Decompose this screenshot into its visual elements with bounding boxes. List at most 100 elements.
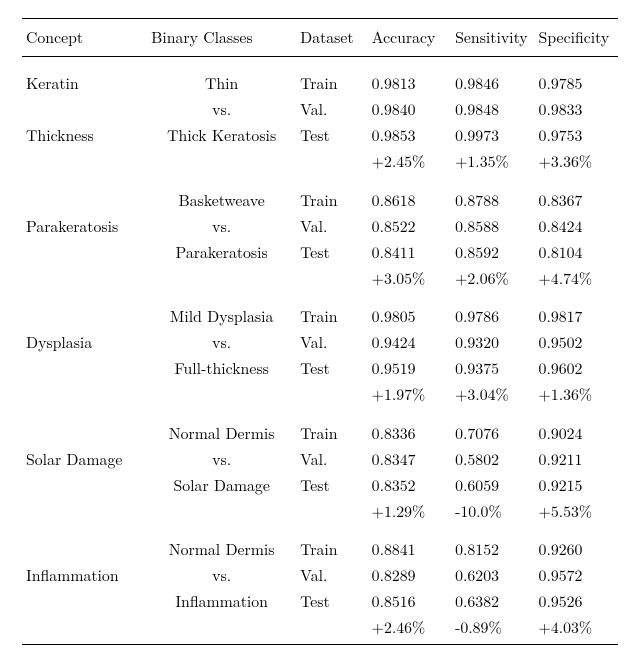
cell-sensitivity: 0.8592: [451, 238, 534, 264]
cell-specificity: +5.53%: [535, 497, 618, 523]
table-row: +2.46%-0.89%+4.03%: [22, 614, 618, 645]
cell-concept: [22, 614, 147, 645]
table-row: BasketweaveTrain0.86180.87880.8367: [22, 174, 618, 213]
cell-accuracy: +1.29%: [368, 497, 451, 523]
cell-classes: [147, 381, 296, 407]
cell-classes: Thick Keratosis: [147, 122, 296, 148]
table-row: Inflammationvs.Val.0.82890.62030.9572: [22, 562, 618, 588]
cell-accuracy: 0.8516: [368, 588, 451, 614]
cell-sensitivity: +3.04%: [451, 381, 534, 407]
cell-classes: vs.: [147, 329, 296, 355]
cell-accuracy: 0.8289: [368, 562, 451, 588]
table-row: Normal DermisTrain0.83360.70760.9024: [22, 407, 618, 446]
cell-concept: [22, 588, 147, 614]
cell-concept: Keratin: [22, 57, 147, 96]
cell-concept: [22, 523, 147, 562]
cell-dataset: [296, 497, 368, 523]
cell-classes: Thin: [147, 57, 296, 96]
cell-specificity: 0.9785: [535, 57, 618, 96]
table-row: ParakeratosisTest0.84110.85920.8104: [22, 238, 618, 264]
cell-accuracy: +2.45%: [368, 148, 451, 174]
cell-accuracy: 0.8522: [368, 212, 451, 238]
cell-dataset: Val.: [296, 445, 368, 471]
cell-dataset: Test: [296, 355, 368, 381]
cell-classes: vs.: [147, 445, 296, 471]
cell-sensitivity: 0.6203: [451, 562, 534, 588]
cell-specificity: 0.9526: [535, 588, 618, 614]
cell-classes: [147, 497, 296, 523]
cell-concept: Inflammation: [22, 562, 147, 588]
cell-specificity: 0.9572: [535, 562, 618, 588]
cell-concept: [22, 174, 147, 213]
cell-sensitivity: 0.9846: [451, 57, 534, 96]
col-accuracy: Accuracy: [368, 19, 451, 57]
table-row: +2.45%+1.35%+3.36%: [22, 148, 618, 174]
cell-dataset: [296, 381, 368, 407]
col-classes: Binary Classes: [147, 19, 296, 57]
cell-dataset: [296, 148, 368, 174]
cell-specificity: +3.36%: [535, 148, 618, 174]
cell-accuracy: 0.9424: [368, 329, 451, 355]
table-row: vs.Val.0.98400.98480.9833: [22, 96, 618, 122]
results-table: Concept Binary Classes Dataset Accuracy …: [22, 18, 618, 645]
cell-accuracy: 0.8352: [368, 471, 451, 497]
col-dataset: Dataset: [296, 19, 368, 57]
cell-dataset: Test: [296, 471, 368, 497]
table-row: +1.29%-10.0%+5.53%: [22, 497, 618, 523]
table-row: +1.97%+3.04%+1.36%: [22, 381, 618, 407]
cell-dataset: Train: [296, 290, 368, 329]
cell-sensitivity: 0.9320: [451, 329, 534, 355]
cell-specificity: +4.74%: [535, 264, 618, 290]
cell-classes: Normal Dermis: [147, 523, 296, 562]
cell-concept: Thickness: [22, 122, 147, 148]
cell-sensitivity: 0.9375: [451, 355, 534, 381]
cell-specificity: 0.8367: [535, 174, 618, 213]
cell-sensitivity: 0.9973: [451, 122, 534, 148]
cell-accuracy: 0.8411: [368, 238, 451, 264]
col-concept: Concept: [22, 19, 147, 57]
cell-concept: [22, 238, 147, 264]
cell-dataset: Val.: [296, 212, 368, 238]
table-row: Solar DamageTest0.83520.60590.9215: [22, 471, 618, 497]
cell-sensitivity: 0.9786: [451, 290, 534, 329]
cell-concept: [22, 355, 147, 381]
cell-sensitivity: 0.8788: [451, 174, 534, 213]
table-row: +3.05%+2.06%+4.74%: [22, 264, 618, 290]
cell-specificity: +1.36%: [535, 381, 618, 407]
cell-sensitivity: -0.89%: [451, 614, 534, 645]
cell-accuracy: 0.9840: [368, 96, 451, 122]
cell-classes: Normal Dermis: [147, 407, 296, 446]
cell-accuracy: 0.8618: [368, 174, 451, 213]
cell-accuracy: 0.9853: [368, 122, 451, 148]
cell-specificity: 0.9024: [535, 407, 618, 446]
cell-specificity: 0.9817: [535, 290, 618, 329]
cell-dataset: Test: [296, 238, 368, 264]
cell-sensitivity: 0.6059: [451, 471, 534, 497]
cell-concept: [22, 264, 147, 290]
cell-concept: [22, 407, 147, 446]
cell-classes: [147, 614, 296, 645]
cell-concept: [22, 497, 147, 523]
cell-concept: [22, 96, 147, 122]
table-row: Parakeratosisvs.Val.0.85220.85880.8424: [22, 212, 618, 238]
cell-dataset: [296, 264, 368, 290]
cell-concept: Parakeratosis: [22, 212, 147, 238]
cell-classes: [147, 264, 296, 290]
col-sensitivity: Sensitivity: [451, 19, 534, 57]
cell-classes: Parakeratosis: [147, 238, 296, 264]
cell-sensitivity: 0.6382: [451, 588, 534, 614]
cell-specificity: 0.9753: [535, 122, 618, 148]
cell-dataset: Train: [296, 407, 368, 446]
cell-specificity: 0.9833: [535, 96, 618, 122]
cell-sensitivity: 0.7076: [451, 407, 534, 446]
cell-classes: Mild Dysplasia: [147, 290, 296, 329]
cell-sensitivity: -10.0%: [451, 497, 534, 523]
cell-accuracy: +2.46%: [368, 614, 451, 645]
table-row: Mild DysplasiaTrain0.98050.97860.9817: [22, 290, 618, 329]
cell-accuracy: 0.8841: [368, 523, 451, 562]
table-row: Solar Damagevs.Val.0.83470.58020.9211: [22, 445, 618, 471]
cell-dataset: Test: [296, 122, 368, 148]
cell-specificity: 0.8424: [535, 212, 618, 238]
cell-classes: vs.: [147, 96, 296, 122]
cell-dataset: Test: [296, 588, 368, 614]
